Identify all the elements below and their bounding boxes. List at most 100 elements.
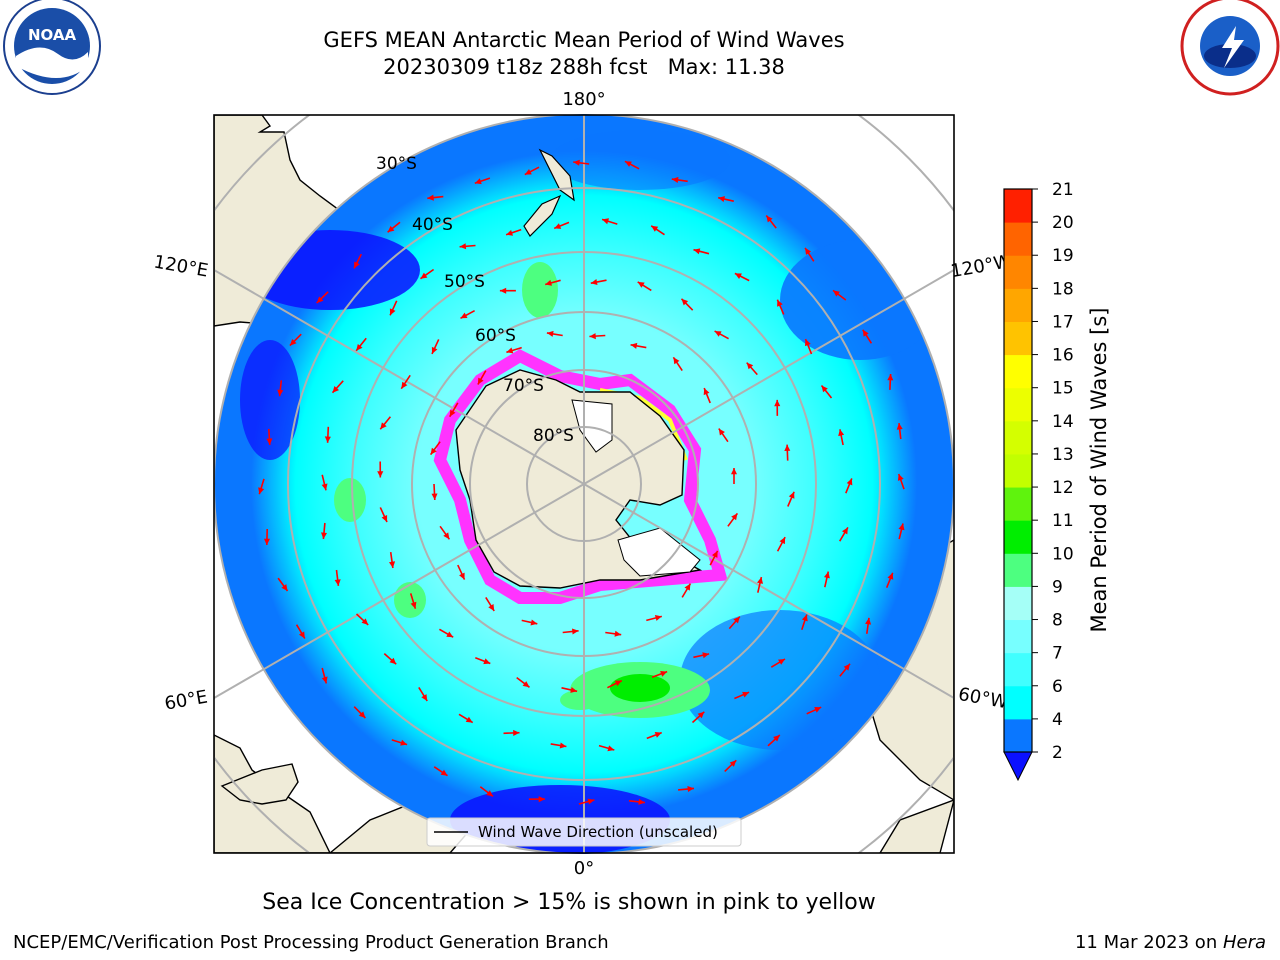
colorbar-under-extension: [1003, 751, 1033, 782]
wind-wave-arrow-head: [589, 333, 596, 340]
wind-wave-arrow-head: [281, 584, 288, 591]
wind-wave-arrow-head: [321, 483, 328, 491]
colorbar-bin: [1004, 685, 1032, 720]
south-america-south-land: [879, 799, 954, 853]
wind-wave-arrow-head: [896, 423, 903, 430]
wind-wave-arrow-head: [887, 374, 894, 381]
wind-wave-arrow-head: [332, 386, 339, 393]
map-panel: Wind Wave Direction (unscaled) 180° 0° 1…: [152, 89, 1013, 879]
wind-wave-arrow-head: [459, 572, 465, 580]
wind-wave-arrow-head: [729, 760, 737, 767]
colorbar-bin: [1004, 354, 1032, 389]
wind-wave-arrow-head: [530, 619, 538, 626]
colorbar-tick-label: 9: [1052, 577, 1063, 597]
lat-label-60: 60°S: [475, 326, 516, 346]
period-patch: [522, 262, 558, 318]
wind-wave-arrow-head: [898, 523, 905, 531]
wind-wave-arrow-head: [702, 652, 710, 659]
colorbar-tick-label: 4: [1052, 710, 1063, 730]
wind-wave-arrow-head: [446, 631, 454, 638]
wind-wave-arrow-head: [559, 742, 567, 749]
colorbar-tick-label: 20: [1052, 213, 1074, 233]
colorbar-tick-label: 15: [1052, 379, 1074, 399]
wind-wave-arrow-head: [703, 388, 710, 396]
wind-wave-arrow-head: [714, 331, 722, 337]
wind-wave-arrow-head: [324, 436, 331, 443]
map-legend: Wind Wave Direction (unscaled): [426, 817, 742, 847]
period-patch: [610, 674, 670, 702]
lon-label-bottom: 0°: [574, 858, 594, 879]
wind-wave-arrow-head: [459, 243, 467, 250]
wind-wave-arrow-head: [266, 438, 273, 445]
lat-label-30: 30°S: [376, 154, 417, 174]
lat-label-70: 70°S: [503, 376, 544, 396]
wind-wave-arrow-head: [630, 342, 638, 349]
wind-wave-arrow-head: [316, 296, 324, 304]
wind-wave-arrow-head: [712, 550, 718, 558]
footer-branch: NCEP/EMC/Verification Post Processing Pr…: [13, 932, 609, 953]
wind-wave-arrow-head: [321, 532, 327, 539]
colorbar-bin: [1004, 718, 1032, 753]
graticule: [214, 115, 954, 853]
colorbar-bin: [1004, 586, 1032, 621]
period-patch: [334, 478, 366, 522]
colorbar-bin: [1004, 520, 1032, 554]
colorbar-tick-label: 13: [1052, 445, 1074, 465]
wind-wave-arrow-head: [522, 681, 530, 688]
noaa-logo: NOAA: [3, 0, 101, 95]
wind-wave-arrow-head: [824, 571, 830, 579]
colorbar-bin: [1004, 652, 1032, 687]
wind-wave-arrow-head: [361, 618, 369, 625]
colorbar-tick-label: 17: [1052, 312, 1074, 332]
legend-label: Wind Wave Direction (unscaled): [478, 823, 718, 841]
wind-wave-arrow-head: [545, 279, 552, 286]
wind-wave-arrow-head: [460, 312, 468, 319]
wind-wave-arrow-head: [334, 579, 341, 586]
period-patch: [550, 130, 730, 190]
wind-wave-arrow-head: [865, 617, 872, 625]
madagascar-land: [220, 763, 299, 805]
wind-wave-arrow-head: [289, 339, 297, 346]
period-patch: [240, 340, 300, 460]
lon-label-lower-right: 60°W: [957, 684, 1010, 713]
wind-wave-arrow-head: [263, 538, 270, 545]
lon-label-upper-left: 120°E: [152, 251, 210, 281]
legend-box: [426, 817, 742, 847]
sea-ice-edge: [433, 349, 728, 604]
wind-wave-arrow-head: [638, 798, 645, 805]
wind-wave-arrow-head: [766, 215, 773, 223]
wind-wave-arrow-head: [718, 428, 725, 436]
colorbar-tick-label: 18: [1052, 279, 1074, 299]
wind-wave-arrow-head: [684, 583, 691, 591]
colorbar-tick-label: 6: [1052, 677, 1063, 697]
lon-label-lower-left: 60°E: [163, 686, 209, 714]
wind-wave-arrow-head: [887, 572, 894, 580]
wind-wave-arrow-head: [258, 487, 265, 495]
wind-wave-arrow-head: [449, 409, 456, 417]
wind-wave-arrow-head: [897, 474, 904, 481]
colorbar-bin: [1004, 189, 1032, 223]
wind-wave-arrow-head: [778, 659, 785, 665]
colorbar-bin: [1004, 420, 1032, 455]
colorbar-bin: [1004, 255, 1032, 289]
wind-wave-arrow-head: [654, 615, 662, 621]
wind-wave-arrow-head: [607, 745, 615, 752]
wind-wave-arrow-head: [381, 515, 388, 522]
wind-wave-arrow-head: [358, 711, 366, 718]
wind-wave-arrow-head: [483, 658, 491, 665]
wind-wave-arrow-head: [377, 471, 384, 478]
wind-wave-arrow-head: [654, 732, 662, 738]
wind-wave-arrow-head: [814, 707, 822, 713]
wind-wave-arrow-head: [742, 691, 750, 698]
footer-date-text: 11 Mar 2023 on: [1074, 932, 1223, 953]
wind-wave-arrow-head: [838, 429, 845, 437]
ross-ice-shelf: [571, 399, 613, 453]
wind-wave-arrow-head: [554, 223, 562, 229]
nws-lightning-icon: [1222, 26, 1244, 68]
wind-wave-arrow-head: [734, 273, 742, 279]
colorbar-bin: [1004, 487, 1032, 521]
colorbar-bin: [1004, 288, 1032, 322]
wind-wave-arrow-head: [354, 261, 360, 269]
wind-wave-arrow-head: [718, 196, 725, 202]
colorbar-bin: [1004, 619, 1032, 654]
